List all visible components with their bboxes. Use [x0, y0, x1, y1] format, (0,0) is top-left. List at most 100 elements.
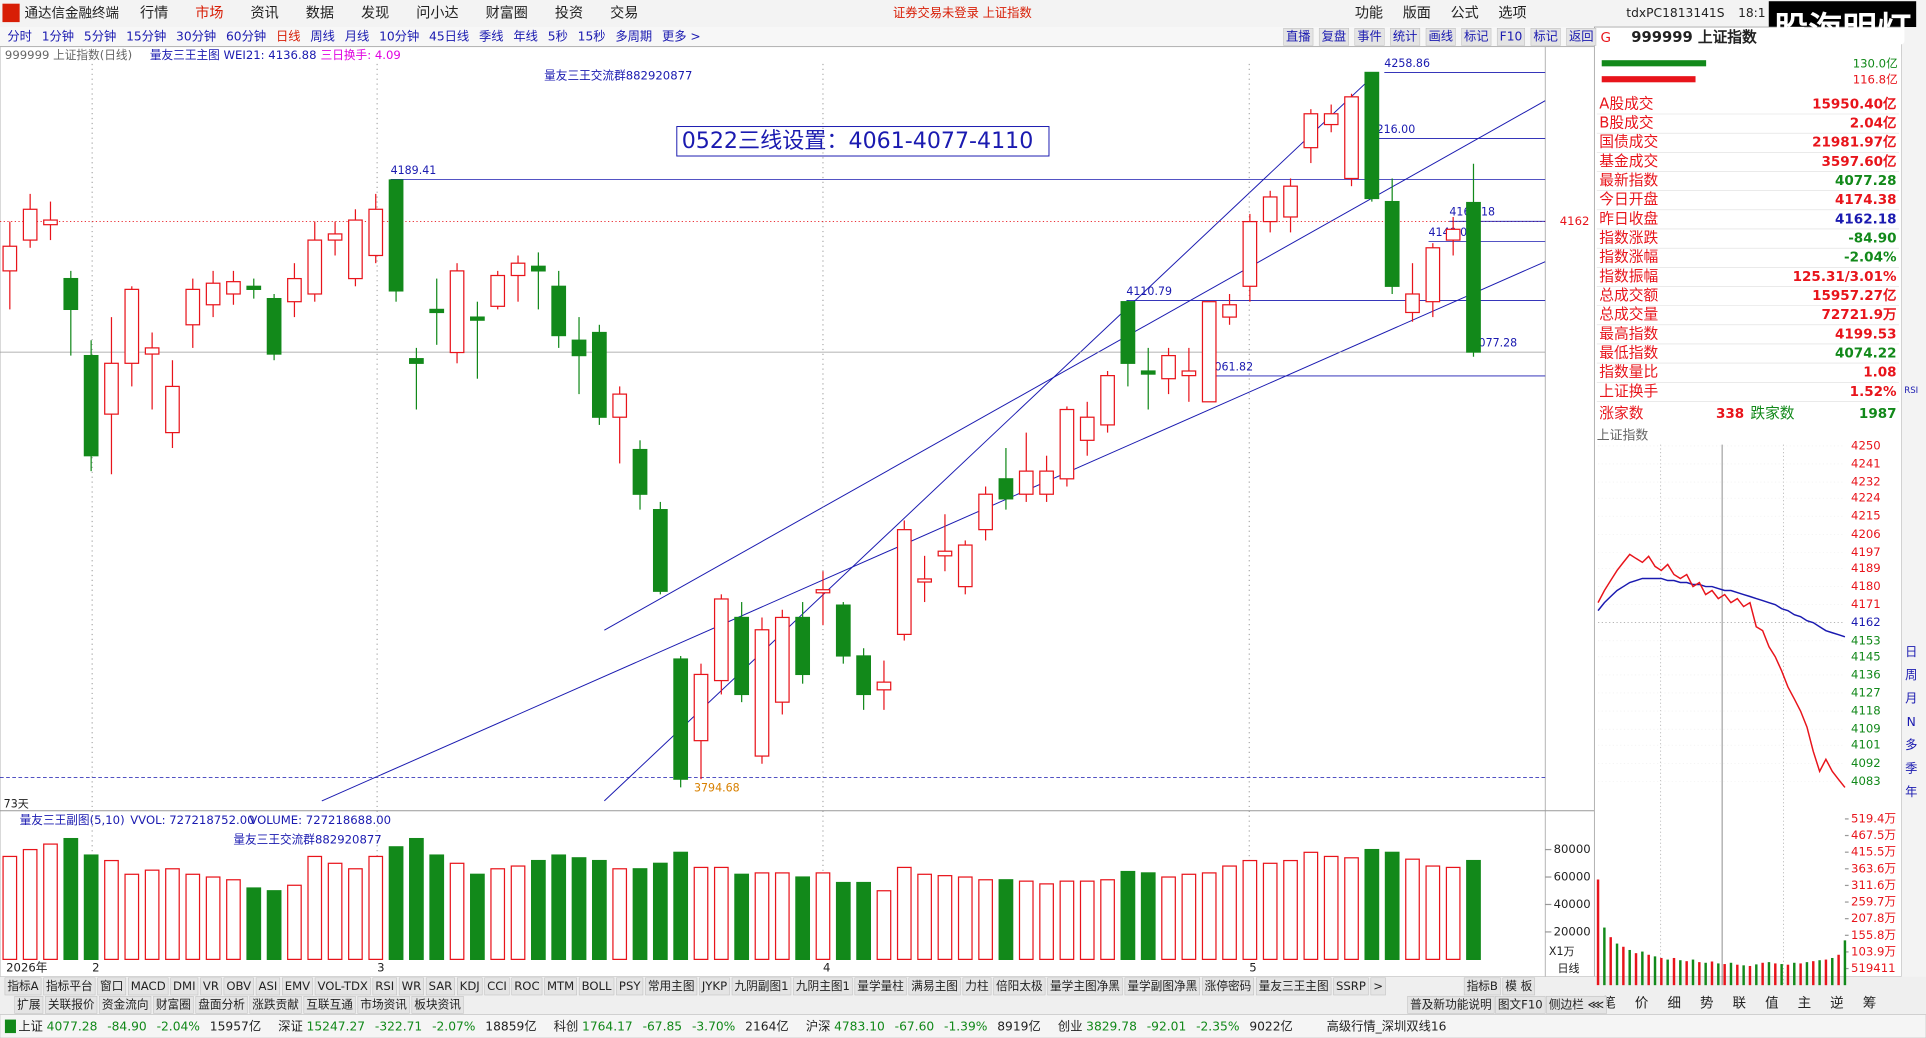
- indicator-tab-box: [1463, 977, 1501, 996]
- month-label: 4: [823, 960, 830, 974]
- indicator-tab: ROC: [514, 979, 539, 993]
- candle-body: [1059, 408, 1075, 480]
- app-icon: [2, 3, 20, 23]
- flow-label: 130.0亿: [1853, 56, 1898, 70]
- indicator-tab: 模 板: [1505, 979, 1532, 993]
- menu-item: 选项: [1498, 6, 1526, 22]
- indicator-tab: JYKP: [701, 979, 727, 993]
- stat-label: 最新指数: [1599, 172, 1658, 189]
- volume-bar: [693, 866, 709, 960]
- period-button: 45日线: [429, 29, 469, 43]
- indicator-tab-box: [4, 977, 42, 996]
- side-icon: RSI: [1904, 386, 1918, 396]
- status-name: 科创: [554, 1019, 579, 1033]
- candle-body: [266, 297, 282, 355]
- indicator-tab-box: [314, 977, 371, 996]
- volume-bar: [490, 868, 506, 960]
- volume-bar: [124, 873, 140, 960]
- volume-bar: [815, 872, 831, 960]
- level-label: 4216.00: [1370, 123, 1416, 136]
- function-tab-box: [14, 995, 44, 1014]
- indicator-tab-box: [993, 977, 1046, 996]
- menu-item: 行情: [140, 6, 168, 22]
- price-tick-label: 4136: [1851, 667, 1881, 681]
- function-tab: 板块资讯: [414, 997, 461, 1011]
- volume-bar: [998, 879, 1014, 960]
- volume-title: 量友三王副图(5,10): [20, 813, 125, 827]
- side-icon: 季: [1905, 761, 1917, 775]
- menu-item: 问小达: [416, 6, 458, 22]
- indicator-tab: BOLL: [582, 979, 612, 993]
- volume-bar: [1079, 880, 1095, 960]
- function-tab: 财富圈: [156, 997, 191, 1011]
- indicator-tab-box: [1333, 977, 1369, 996]
- trend-line: [604, 100, 1546, 631]
- volume-bar: [144, 869, 160, 960]
- volume-bar: [43, 843, 58, 960]
- candle-body: [957, 544, 973, 588]
- panel-tab: 价: [1635, 996, 1649, 1012]
- month-label: 5: [1249, 960, 1256, 974]
- month-label: 3: [377, 960, 384, 974]
- candle-body: [1466, 201, 1481, 353]
- volume-tick-label: 103.9万: [1851, 944, 1896, 958]
- volume-bar: [1242, 859, 1258, 960]
- candle-body: [1100, 375, 1115, 426]
- indicator-tab: MACD: [131, 979, 166, 993]
- indicator-tab-box: [1047, 977, 1123, 996]
- function-tab-box: [1546, 995, 1607, 1014]
- stat-label: 指数量比: [1599, 364, 1658, 381]
- stat-value: 21981.97亿: [1812, 134, 1896, 151]
- candle-body: [1181, 370, 1197, 377]
- indicator-tab: PSY: [619, 979, 641, 993]
- stat-value: 4162.18: [1835, 211, 1896, 227]
- candle-body: [104, 362, 119, 415]
- indicator-tab-box: [128, 977, 169, 996]
- volume-bar: [612, 868, 628, 960]
- candle-body: [1018, 470, 1034, 495]
- menu-item: 投资: [555, 6, 583, 22]
- volume-bar: [1364, 848, 1380, 960]
- candle-body: [876, 681, 892, 691]
- stat-value: 15950.40亿: [1812, 95, 1896, 112]
- tool-button-box: [1425, 28, 1456, 46]
- candle-body: [1242, 220, 1258, 287]
- setting-note: 0522三线设置：4061-4077-4110: [682, 128, 1034, 154]
- indicator-tab-box: [1124, 977, 1201, 996]
- indicator-tab-box: [425, 977, 456, 996]
- candle-body: [1140, 370, 1156, 375]
- volume-bar: [835, 881, 851, 960]
- tool-button-box: [1530, 28, 1561, 46]
- volume-bar: [1100, 879, 1115, 960]
- price-tick-label: 4197: [1851, 545, 1881, 559]
- candle-body: [1079, 416, 1095, 441]
- icon-column: [1901, 27, 1926, 977]
- login-notice: 证券交易未登录: [893, 5, 979, 20]
- period-button: 15秒: [578, 29, 606, 43]
- volume-bar: [774, 872, 790, 960]
- volume-bar: [246, 887, 262, 960]
- panel-tab: 细: [1667, 996, 1680, 1012]
- volume-bar: [1201, 872, 1217, 960]
- indicator-tab: 量学主图净黑: [1050, 979, 1120, 993]
- volume-bar: [937, 875, 953, 960]
- period-tag: 日线: [1558, 961, 1580, 975]
- side-icon: 月: [1905, 691, 1917, 705]
- status-value: -1.39%: [944, 1019, 987, 1033]
- function-tab: 图文F10: [1498, 997, 1543, 1011]
- function-tab-box: [99, 995, 152, 1014]
- candle-body: [63, 277, 79, 311]
- candle-body: [713, 598, 729, 682]
- price-tick-label: 4189: [1851, 561, 1881, 575]
- indicator-tab-box: [962, 977, 992, 996]
- volume-bar: [917, 873, 932, 960]
- tool-button-box: [1566, 28, 1597, 46]
- price-tick-label: 4241: [1851, 456, 1881, 470]
- volume-bar: [1445, 866, 1461, 960]
- stat-label: 最高指数: [1599, 325, 1658, 342]
- indicator-tab: RSI: [375, 979, 394, 993]
- volume-bar: [266, 890, 282, 960]
- volume-bar: [287, 884, 302, 960]
- volume-bar: [1222, 865, 1237, 960]
